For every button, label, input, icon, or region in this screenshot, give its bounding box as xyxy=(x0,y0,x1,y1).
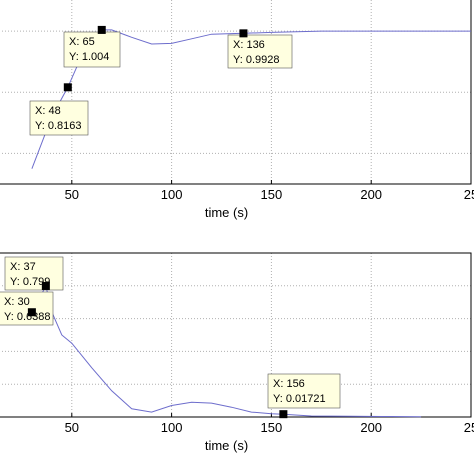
datatip-x-text: X: 48 xyxy=(35,105,61,117)
datatip: X: 48 Y: 0.8163 xyxy=(29,83,89,136)
datatip-marker xyxy=(239,29,248,38)
datatip-box xyxy=(0,291,54,326)
datatip-x-text: X: 65 xyxy=(69,36,95,48)
x-tick-label: 150 xyxy=(261,420,283,435)
datatip-marker xyxy=(27,308,36,317)
x-tick-label: 25 xyxy=(464,187,474,202)
datatip-x-text: X: 136 xyxy=(233,39,265,51)
datatip-y-text: Y: 0.9928 xyxy=(233,54,280,66)
datatip-marker xyxy=(63,83,72,92)
subplot-2: 50 100 150 200 25 time (s) X: 37 Y: 0.799 X: 30 Y… xyxy=(0,252,474,453)
x-tick-label: 100 xyxy=(161,420,183,435)
datatip-y-text: Y: 1.004 xyxy=(69,51,109,63)
x-tick-label: 200 xyxy=(360,187,382,202)
datatip-x-text: X: 30 xyxy=(4,296,30,308)
datatip: X: 37 Y: 0.799 xyxy=(4,256,64,291)
x-tick-label: 150 xyxy=(261,187,283,202)
datatip-box xyxy=(4,256,64,291)
axes-frame xyxy=(0,0,472,185)
x-tick-label: 50 xyxy=(65,420,79,435)
plot-area xyxy=(0,253,471,417)
series-line xyxy=(31,284,422,418)
datatip: X: 65 Y: 1.004 xyxy=(63,25,121,68)
datatip-x-text: X: 37 xyxy=(10,261,36,273)
datatip-y-text: Y: 0.01721 xyxy=(273,393,326,405)
datatip-y-text: Y: 0.8163 xyxy=(35,120,82,132)
datatip: X: 156 Y: 0.01721 xyxy=(267,373,341,419)
datatip-box xyxy=(63,31,121,68)
datatip-marker xyxy=(279,410,288,419)
datatip-y-text: Y: 0.6388 xyxy=(4,311,51,323)
x-tick-label: 200 xyxy=(360,420,382,435)
datatip-marker xyxy=(41,281,50,290)
datatip-x-text: X: 156 xyxy=(273,378,305,390)
x-tick-label: 100 xyxy=(161,187,183,202)
plot-area xyxy=(0,0,471,184)
x-axis-label: time (s) xyxy=(205,205,248,220)
axes-frame xyxy=(0,252,472,418)
datatip-y-text: Y: 0.799 xyxy=(10,276,50,288)
datatip-box xyxy=(267,373,341,409)
datatip-box xyxy=(29,100,89,136)
datatip: X: 136 Y: 0.9928 xyxy=(227,29,293,69)
datatip-box xyxy=(227,34,293,69)
datatip: X: 30 Y: 0.6388 xyxy=(0,291,54,326)
datatip-marker xyxy=(97,25,106,34)
x-axis-label: time (s) xyxy=(205,438,248,453)
subplot-1: 50 100 150 200 25 time (s) X: 48 Y: 0.8163 X: 65… xyxy=(0,0,474,220)
x-tick-label: 25 xyxy=(464,420,474,435)
x-tick-label: 50 xyxy=(65,187,79,202)
